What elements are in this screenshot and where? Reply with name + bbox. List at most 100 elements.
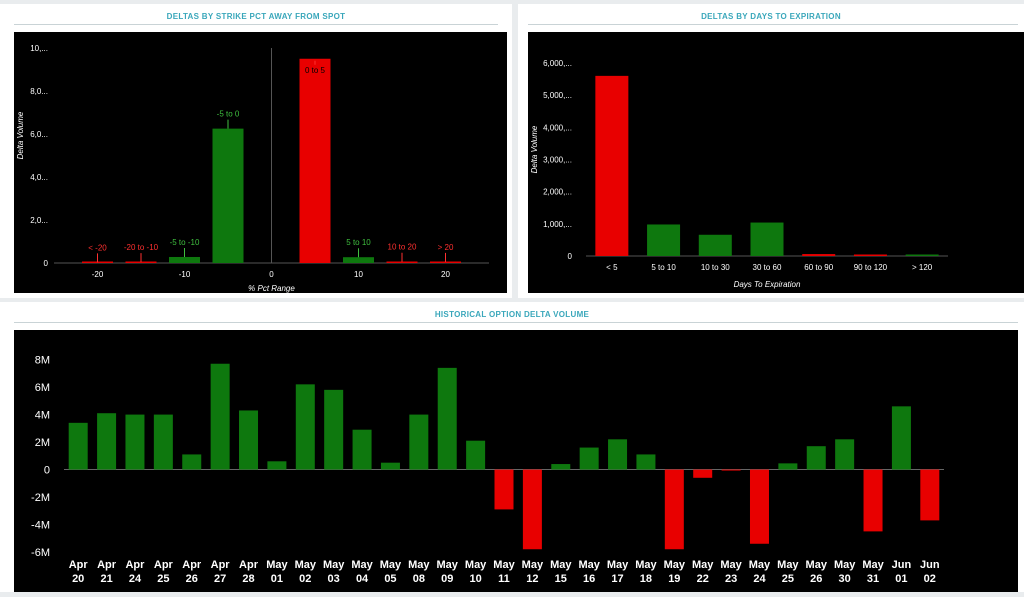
bar [551,464,571,470]
y-tick-label: -2M [31,492,50,504]
y-tick-label: 1,000,... [543,220,572,229]
x-tick-day: 19 [668,573,680,585]
bar [324,389,344,470]
y-tick-label: 8,0... [30,87,48,96]
bar [579,447,599,470]
y-axis-title: Delta Volume [16,111,25,159]
x-tick-label: 10 to 30 [701,263,730,272]
strike-chart-area: 0 2,0... 4,0... 6,0... 8,0... 10,... -20 -10 0 10… [14,32,507,293]
bar [386,261,418,263]
bar [802,254,836,256]
x-tick-day: 10 [469,573,481,585]
bar [920,469,940,521]
bar [647,224,681,256]
x-tick-day: 05 [384,573,396,585]
y-tick-label: 3,000,... [543,156,572,165]
x-tick-month: May [607,559,629,571]
x-tick-label: 0 [269,270,274,279]
x-tick-day: 31 [867,573,879,585]
bar [891,406,911,470]
x-tick-day: 02 [924,573,936,585]
x-tick-day: 22 [697,573,709,585]
x-tick-day: 27 [214,573,226,585]
bar [352,429,372,470]
x-tick-month: Apr [154,559,174,571]
x-tick-month: May [806,559,828,571]
x-axis-title: % Pct Range [248,284,295,293]
x-tick-month: May [834,559,856,571]
y-tick-label: 5,000,... [543,91,572,100]
y-tick-label: 6,0... [30,130,48,139]
strike-panel-rule [14,24,498,25]
x-tick-day: 25 [157,573,169,585]
x-tick-month: Apr [125,559,145,571]
bar [169,256,200,263]
x-tick-month: May [351,559,373,571]
bar [437,367,457,470]
x-tick-month: May [720,559,742,571]
bar [853,254,887,256]
y-tick-label: -4M [31,520,50,532]
x-tick-month: Apr [211,559,231,571]
expiry-chart: 0 1,000,... 2,000,... 3,000,... 4,000,... 5,0… [530,59,948,289]
x-tick-month: Apr [182,559,202,571]
x-tick-label: 30 to 60 [753,263,782,272]
y-tick-label: 4,000,... [543,123,572,132]
expiry-panel: DELTAS BY DAYS TO EXPIRATION 0 1,000,... 2… [518,4,1024,298]
x-axis-title: Days To Expiration [734,280,801,289]
y-axis-title: Delta Volume [530,125,539,173]
y-tick-label: 0 [568,252,573,261]
x-tick-label: 20 [441,270,450,279]
bar [749,469,769,544]
x-tick-day: 18 [640,573,652,585]
bar [97,413,117,470]
bar [125,414,145,470]
bar [267,461,287,470]
x-tick-month: May [295,559,317,571]
bar [466,440,486,470]
bar [608,439,628,470]
bar [750,222,784,256]
history-panel: HISTORICAL OPTION DELTA VOLUME -6M -4M -2M… [0,302,1024,592]
x-tick-day: 21 [100,573,112,585]
x-tick-day: 26 [186,573,198,585]
y-tick-label: 2,0... [30,216,48,225]
x-tick-label: 60 to 90 [804,263,833,272]
bar [295,384,315,470]
bar [210,363,230,470]
x-tick-day: 09 [441,573,453,585]
y-tick-label: 0 [44,465,50,477]
x-tick-month: Jun [892,559,912,571]
bar [299,58,331,263]
y-tick-label: 4M [35,410,50,422]
x-tick-month: May [266,559,288,571]
bar [664,469,684,550]
bar-label: 0 to 5 [305,66,326,75]
x-tick-month: May [777,559,799,571]
x-tick-month: May [493,559,515,571]
bar [212,128,244,263]
x-tick-month: May [465,559,487,571]
y-tick-label: -6M [31,547,50,559]
x-tick-day: 15 [555,573,567,585]
bar [595,75,629,256]
x-tick-day: 04 [356,573,369,585]
x-tick-day: 23 [725,573,737,585]
x-tick-day: 02 [299,573,311,585]
y-tick-label: 2M [35,437,50,449]
x-tick-day: 24 [129,573,142,585]
history-panel-rule [14,322,1018,323]
bar-label: 5 to 10 [346,238,371,247]
x-tick-day: 26 [810,573,822,585]
bar [863,469,883,532]
bar [494,469,514,510]
bar-label: -5 to 0 [217,110,240,119]
x-tick-label: 90 to 120 [854,263,888,272]
bar [182,454,202,470]
x-tick-day: 01 [271,573,283,585]
x-tick-month: Apr [97,559,117,571]
bar [430,261,461,263]
x-tick-month: May [380,559,402,571]
x-tick-month: May [437,559,459,571]
y-tick-label: 6M [35,382,50,394]
